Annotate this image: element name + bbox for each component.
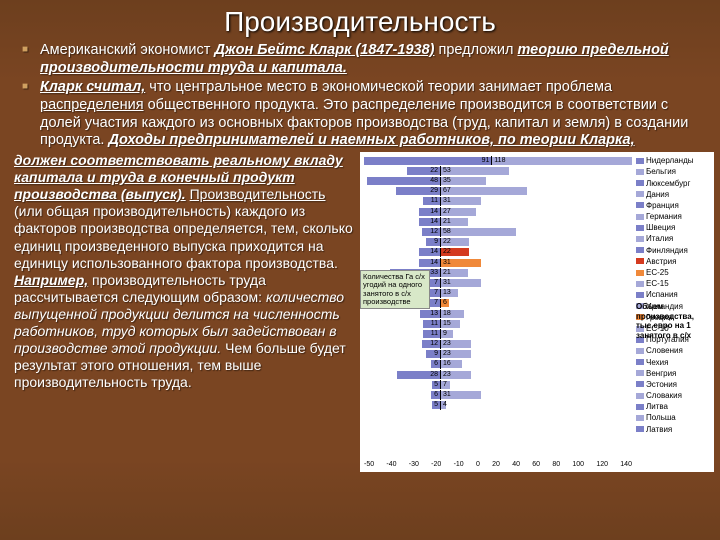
bullet-list: Американский экономист Джон Бейтс Кларк … — [0, 42, 720, 150]
legend-item: Германия — [636, 212, 712, 221]
chart-row: 119 — [364, 329, 632, 338]
chart-row: 1258 — [364, 227, 632, 236]
legend-item: Дания — [636, 190, 712, 199]
legend: Нидерланды Бельгия Люксембург Дания Франция Г… — [636, 156, 712, 436]
chart-row: 1421 — [364, 217, 632, 226]
chart-row: 2967 — [364, 187, 632, 196]
chart-row: 616 — [364, 360, 632, 369]
legend-item: Венгрия — [636, 369, 712, 378]
body-text: должен соответствовать реальному вкладу … — [14, 152, 354, 472]
chart-row: 2253 — [364, 166, 632, 175]
legend-item: Бельгия — [636, 167, 712, 176]
chart-row: 2823 — [364, 370, 632, 379]
chart-row: 91118 — [364, 156, 632, 165]
legend-item: Франция — [636, 201, 712, 210]
chart-row: 54 — [364, 401, 632, 410]
legend-item: Латвия — [636, 425, 712, 434]
legend-item: Чехия — [636, 358, 712, 367]
legend-item: Финляндия — [636, 246, 712, 255]
chart-row: 922 — [364, 238, 632, 247]
page-title: Производительность — [0, 0, 720, 42]
legend-item: Словакия — [636, 391, 712, 400]
legend-item: ЕС-25 — [636, 268, 712, 277]
legend-item: Литва — [636, 402, 712, 411]
chart-row: 1431 — [364, 258, 632, 267]
legend-item: Нидерланды — [636, 156, 712, 165]
legend-item: ЕС-15 — [636, 279, 712, 288]
chart-row: 1115 — [364, 319, 632, 328]
bullet-1: Американский экономист Джон Бейтс Кларк … — [40, 42, 696, 77]
right-axis-label: Объем производства, тыс.евро на 1 занято… — [636, 302, 712, 340]
chart-row: 923 — [364, 350, 632, 359]
bar-chart: 911182253 483529671131142714211258 9221422… — [360, 152, 714, 472]
chart-row: 1223 — [364, 340, 632, 349]
chart-row: 57 — [364, 380, 632, 389]
legend-item: Эстония — [636, 380, 712, 389]
legend-item: Австрия — [636, 257, 712, 266]
chart-row: 4835 — [364, 177, 632, 186]
legend-item: Польша — [636, 413, 712, 422]
chart-row: 1131 — [364, 197, 632, 206]
bullet-2: Кларк считал, что центральное место в эк… — [40, 79, 696, 150]
chart-row: 1422 — [364, 248, 632, 257]
x-axis: -50-40-30-20-10020406080100120140 — [364, 461, 632, 468]
legend-item: Швеция — [636, 223, 712, 232]
chart-row: 1318 — [364, 309, 632, 318]
chart-row: 631 — [364, 390, 632, 399]
legend-item: Испания — [636, 290, 712, 299]
left-axis-label: Количества Га с/х угодий на одного занят… — [360, 270, 430, 309]
legend-item: Италия — [636, 234, 712, 243]
chart-row: 1427 — [364, 207, 632, 216]
legend-item: Словения — [636, 346, 712, 355]
legend-item: Люксембург — [636, 179, 712, 188]
